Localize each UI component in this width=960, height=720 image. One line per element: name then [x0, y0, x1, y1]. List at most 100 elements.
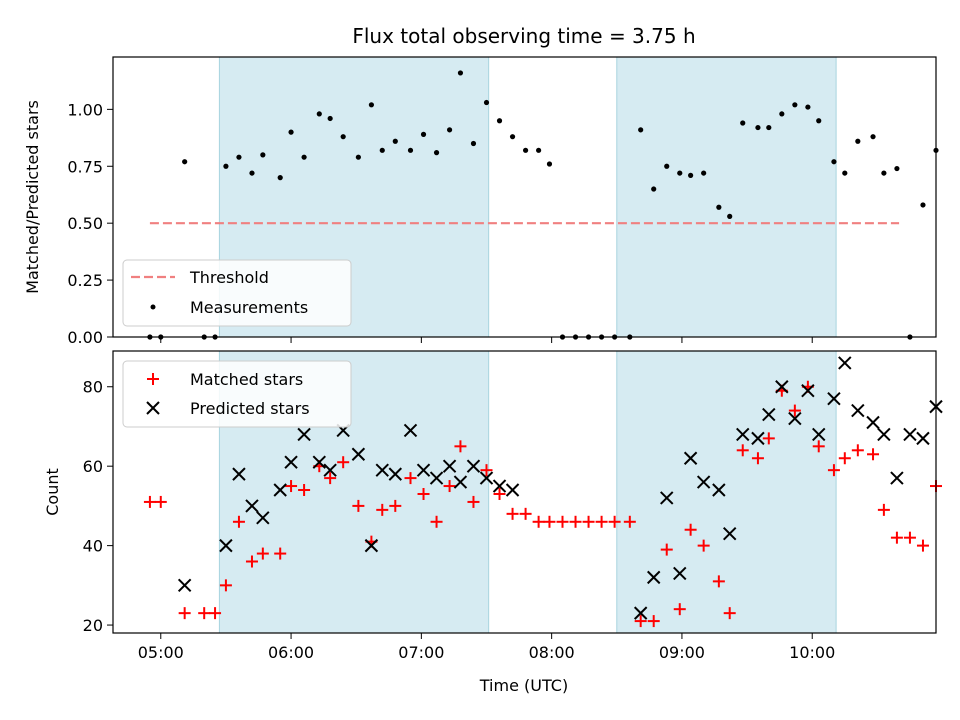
predicted-stars-point [505, 483, 520, 497]
measurements-point [816, 118, 822, 124]
axes-frame-top [112, 56, 937, 338]
matched-stars-point [582, 515, 595, 528]
predicted-stars-point [466, 459, 481, 473]
measurements-point [651, 186, 657, 192]
matched-stars-point [751, 452, 764, 465]
matched-stars-point [712, 575, 725, 588]
matched-stars-point [890, 531, 903, 544]
predicted-stars-point [838, 356, 852, 370]
measurements-point [340, 134, 346, 140]
y-tick-label-bottom-1: 40 [83, 537, 103, 556]
measurements-point [740, 120, 746, 126]
matched-stars-point [443, 480, 456, 493]
legend-matched-swatch [147, 373, 159, 385]
measurements-point [755, 124, 761, 131]
matched-stars-point [608, 515, 621, 528]
matched-stars-point [673, 603, 686, 616]
measurements-point [522, 147, 529, 153]
measurements-point [701, 170, 707, 176]
matched-stars-point [143, 495, 156, 508]
measurements-point [727, 213, 733, 219]
predicted-stars-point [273, 483, 287, 497]
matched-stars-point [198, 607, 211, 620]
predicted-stars-point [297, 427, 311, 442]
matched-stars-point [684, 523, 697, 536]
matched-stars-point [285, 480, 298, 493]
measurements-point [223, 163, 229, 169]
measurements-point [392, 138, 398, 144]
matched-stars-point [493, 487, 506, 500]
measurements-point [688, 172, 694, 178]
measurements-point [355, 154, 361, 160]
matched-stars-point [209, 607, 222, 620]
measurements-point [301, 154, 307, 160]
predicted-stars-point [890, 471, 904, 485]
matched-stars-point [647, 615, 660, 628]
points-top [147, 70, 939, 340]
matched-stars-point [389, 499, 402, 512]
predicted-stars-point [177, 578, 192, 593]
legend-box-top [122, 259, 352, 327]
predicted-stars-point [442, 459, 457, 473]
predicted-stars-point [453, 475, 468, 489]
measurements-point [677, 170, 683, 176]
matched-stars-point [762, 432, 775, 445]
matched-stars-point [556, 515, 569, 528]
ticks-top: 0.00 0.25 0.50 0.75 1.00 [67, 100, 813, 347]
legend-box-bottom [122, 360, 352, 428]
measurements-point [249, 170, 255, 176]
measurements-point [457, 70, 464, 76]
measurements-point [855, 138, 861, 144]
axes-frame-bottom [112, 350, 937, 634]
predicted-stars-point [903, 427, 917, 442]
matched-stars-point [788, 404, 801, 417]
measurements-point [792, 102, 798, 108]
predicted-stars-point [492, 479, 507, 493]
legend-predicted-label: Predicted stars [190, 399, 310, 418]
y-axis-label-bottom: Count [43, 468, 62, 516]
shaded-intervals-top [218, 56, 837, 338]
measurements-point [546, 161, 553, 167]
legend-measurements-swatch [150, 304, 156, 310]
shaded-interval-top-1 [616, 56, 837, 338]
x-tick-label-3: 08:00 [529, 643, 575, 662]
legend-measurements-label: Measurements [190, 298, 308, 317]
predicted-stars-point [723, 526, 737, 541]
predicted-stars-point [646, 570, 661, 585]
measurements-point [766, 124, 772, 131]
legend-matched-label: Matched stars [190, 370, 303, 389]
measurements-point [716, 204, 722, 210]
matched-stars-point [595, 515, 608, 528]
matched-stars-point [324, 472, 337, 485]
matched-stars-point [274, 547, 287, 560]
matched-stars-point [506, 507, 519, 520]
matched-stars-point [867, 448, 880, 461]
predicted-stars-point [683, 451, 698, 465]
matched-stars-point [519, 507, 532, 520]
predicted-stars-point [812, 427, 826, 442]
predicted-stars-point [712, 483, 726, 497]
matched-stars-point [232, 515, 245, 528]
measurements-point [470, 140, 477, 147]
predicted-stars-point [416, 463, 431, 477]
y-tick-label-top-4: 1.00 [67, 100, 103, 119]
matched-stars-point [337, 456, 350, 469]
matched-stars-point [154, 495, 167, 508]
predicted-stars-point [866, 415, 880, 430]
y-axis-label-top: Matched/Predicted stars [23, 100, 42, 294]
x-tick-label-0: 05:00 [138, 643, 184, 662]
matched-stars-point [916, 539, 929, 552]
measurements-point [881, 170, 887, 176]
x-tick-label-2: 07:00 [398, 643, 444, 662]
matched-stars-point [827, 464, 840, 477]
measurements-point [831, 159, 837, 165]
measurements-point [260, 152, 266, 158]
measurements-point [433, 150, 440, 156]
matched-stars-point [467, 495, 480, 508]
predicted-stars-point [801, 384, 815, 398]
legend-predicted-swatch [146, 401, 160, 415]
matched-stars-point [219, 579, 232, 592]
matched-stars-point [298, 484, 311, 497]
points-bottom [143, 356, 943, 628]
predicted-stars-point [219, 538, 233, 553]
